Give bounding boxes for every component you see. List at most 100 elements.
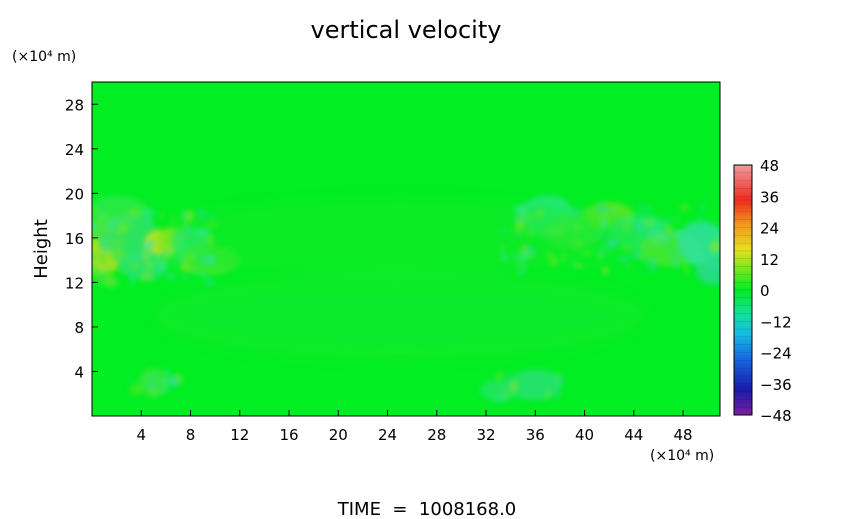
field-speckle xyxy=(108,220,118,230)
field-speckle xyxy=(549,256,559,266)
field-speckle xyxy=(130,275,136,286)
field-speckle xyxy=(185,227,192,238)
field-speckle xyxy=(599,210,610,223)
x-tick-label: 16 xyxy=(279,426,298,444)
colorbar-tick-label: −24 xyxy=(760,345,792,363)
field-speckle xyxy=(594,206,606,212)
field-speckle xyxy=(198,271,207,278)
field-speckle xyxy=(179,222,189,230)
x-tick-label: 24 xyxy=(378,426,397,444)
y-tick-label: 28 xyxy=(65,96,84,114)
field-speckle xyxy=(92,220,99,231)
field-speckle xyxy=(128,376,134,383)
field-speckle xyxy=(496,371,504,382)
field-speckle xyxy=(713,234,718,246)
field-speckle xyxy=(92,263,98,276)
field-speckle xyxy=(561,252,566,263)
field-speckle xyxy=(667,246,678,259)
field-speckle xyxy=(146,375,159,380)
field-speckle xyxy=(648,228,660,239)
field-speckle xyxy=(512,261,519,267)
field-speckle xyxy=(602,265,609,276)
field-speckle xyxy=(501,227,508,234)
field-speckle xyxy=(129,383,142,396)
field-speckle xyxy=(605,208,619,213)
field-speckle xyxy=(116,226,127,234)
field-speckle xyxy=(101,213,113,222)
field-speckle xyxy=(638,204,644,214)
colorbar-tick-label: 12 xyxy=(760,251,779,269)
field-speckle xyxy=(622,222,631,235)
field-speckle xyxy=(204,221,218,228)
field-speckle xyxy=(636,222,643,233)
field-speckle xyxy=(596,252,604,260)
colorbar-gradient xyxy=(733,164,753,416)
field-speckle xyxy=(642,219,656,227)
field-speckle xyxy=(197,208,206,220)
x-tick-label: 40 xyxy=(575,426,594,444)
field-speckle xyxy=(173,228,178,235)
field-speckle xyxy=(181,274,190,281)
field-speckle xyxy=(666,222,672,235)
y-axis-unit-label: (×10⁴ m) xyxy=(12,49,76,65)
y-tick-label: 20 xyxy=(65,185,84,203)
field-speckle xyxy=(174,234,179,245)
field-speckle xyxy=(172,266,179,275)
field-speckle xyxy=(597,233,609,238)
field-speckle xyxy=(709,241,720,253)
field-speckle xyxy=(673,256,679,268)
x-tick-label: 8 xyxy=(186,426,196,444)
field-speckle xyxy=(684,263,689,275)
field-speckle xyxy=(635,252,650,261)
field-speckle xyxy=(572,222,582,233)
field-speckle xyxy=(144,267,154,275)
x-tick-label: 20 xyxy=(329,426,348,444)
field-speckle xyxy=(514,204,528,216)
field-speckle xyxy=(92,208,98,215)
field-speckle xyxy=(145,247,154,254)
field-speckle xyxy=(128,207,141,217)
field-speckle xyxy=(146,215,152,224)
x-tick-label: 12 xyxy=(230,426,249,444)
field-speckle xyxy=(114,258,127,264)
colorbar-tick-label: 0 xyxy=(760,282,770,300)
field-speckle xyxy=(164,368,170,379)
field-speckle xyxy=(499,244,506,253)
field-speckle xyxy=(535,210,545,219)
field-speckle xyxy=(166,249,174,262)
y-tick-label: 24 xyxy=(65,141,84,159)
field-speckle xyxy=(516,252,529,263)
chart-title: vertical velocity xyxy=(311,16,502,44)
plot-area xyxy=(91,81,721,417)
field-speckle xyxy=(572,238,583,250)
field-speckle xyxy=(692,253,707,264)
field-speckle xyxy=(160,213,165,220)
field-speckle xyxy=(186,254,195,261)
y-axis: 4 8 12 16 20 24 28 xyxy=(65,96,98,381)
field-anomaly xyxy=(676,221,720,266)
field-speckle xyxy=(617,255,631,263)
colorbar-ticks: 48 36 24 12 0 −12 −24 −36 −48 xyxy=(760,157,792,425)
field-speckle xyxy=(711,257,717,262)
field-speckle xyxy=(581,251,592,256)
x-tick-label: 4 xyxy=(136,426,146,444)
colorbar-tick-label: 36 xyxy=(760,188,779,206)
colorbar-tick-label: −48 xyxy=(760,407,792,425)
field-speckle xyxy=(620,244,634,253)
field-anomaly xyxy=(153,271,647,361)
field-speckle xyxy=(526,228,536,237)
field-speckle xyxy=(101,242,106,251)
y-tick-label: 4 xyxy=(74,363,84,381)
field-speckle xyxy=(190,265,198,274)
x-tick-label: 44 xyxy=(624,426,643,444)
field-speckle xyxy=(170,214,177,225)
field-speckle xyxy=(206,234,215,242)
y-tick-label: 8 xyxy=(74,319,84,337)
field-speckle xyxy=(180,210,190,221)
field-speckle xyxy=(139,272,154,282)
field-speckle xyxy=(202,255,216,266)
x-tick-label: 32 xyxy=(476,426,495,444)
y-tick-label: 16 xyxy=(65,230,84,248)
field-speckle xyxy=(515,264,528,271)
